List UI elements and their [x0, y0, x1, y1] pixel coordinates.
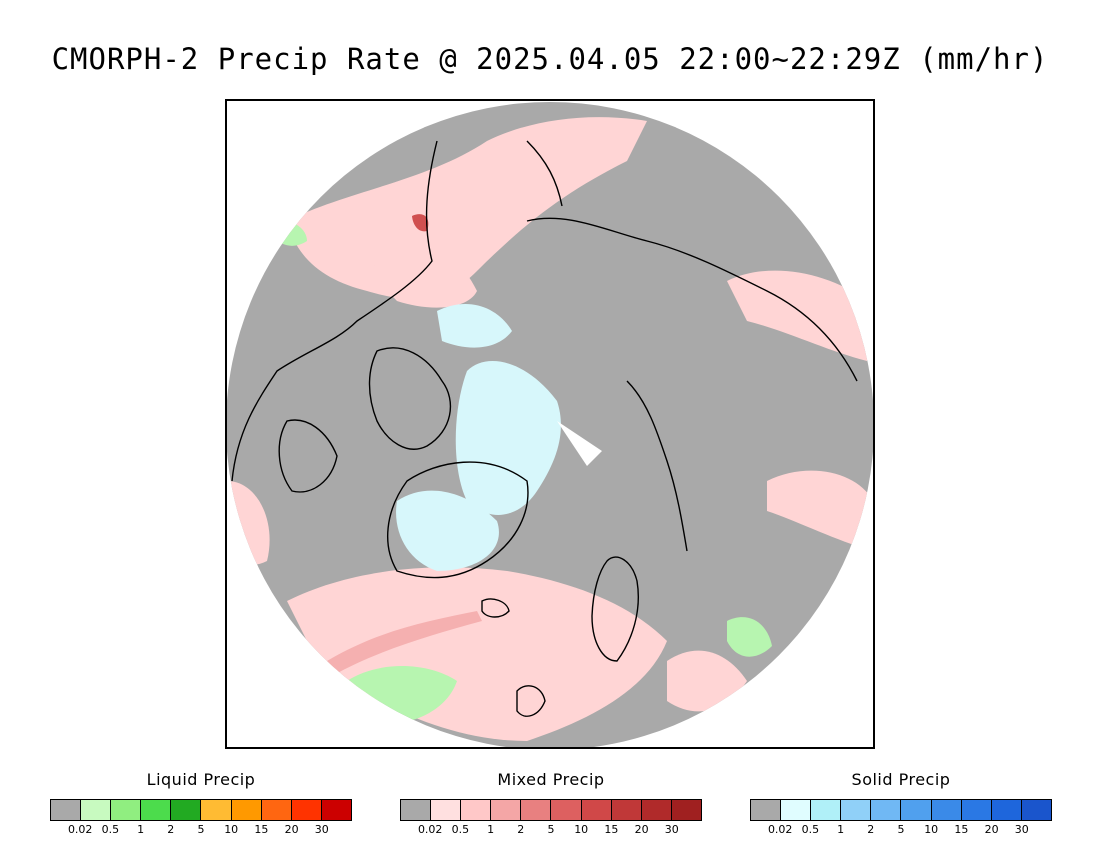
legend-swatches — [50, 799, 352, 821]
mixed-precip-core — [412, 214, 429, 232]
coastline-alaska-chukotka — [526, 140, 563, 207]
coastline-canadian-archipelago — [368, 347, 452, 450]
coastline-russia-north — [626, 380, 688, 552]
legend-title: Mixed Precip — [497, 770, 605, 789]
legend-tick-label: 1 — [137, 823, 145, 836]
legend-tick-label: 0.5 — [101, 823, 120, 836]
solid-precip-patch-canadian-arctic — [437, 303, 512, 348]
legend-swatch — [991, 800, 1022, 820]
legend-title: Solid Precip — [851, 770, 951, 789]
solid-precip-patch-arctic-basin — [455, 361, 561, 515]
legend-solid-precip: Solid Precip 0.02 0.5 1 2 5 10 15 20 30 — [750, 770, 1052, 839]
coastline-north-america — [231, 140, 438, 482]
legend-tick-label: 0.5 — [801, 823, 820, 836]
mixed-precip-patch-siberia-south — [767, 470, 873, 551]
legend-swatches — [400, 799, 702, 821]
solid-precip-areas — [396, 303, 561, 571]
legend-swatch — [291, 800, 322, 820]
legend-swatch — [581, 800, 612, 820]
legend-tick-label: 30 — [664, 823, 679, 836]
legend-tick-label: 20 — [284, 823, 299, 836]
legend-swatch — [931, 800, 962, 820]
coastline-greenland — [387, 461, 529, 579]
legend-tick-label: 1 — [487, 823, 495, 836]
pole-wedge — [557, 421, 602, 466]
legend-ticks: 0.02 0.5 1 2 5 10 15 20 30 — [750, 823, 1052, 839]
mixed-precip-patch-siberia-east — [727, 270, 867, 361]
mixed-precip-band — [327, 611, 482, 676]
legend-tick-label: 20 — [984, 823, 999, 836]
map-disk — [227, 102, 873, 747]
legend-tick-label: 0.02 — [417, 823, 443, 836]
legend-swatch — [261, 800, 292, 820]
coastline-scandinavia — [591, 556, 639, 662]
legend-swatch — [641, 800, 672, 820]
legend-tick-label: 2 — [867, 823, 875, 836]
legend-swatch — [141, 800, 172, 820]
legend-swatch — [781, 800, 812, 820]
legend-swatch — [111, 800, 142, 820]
coastline-hudson-bay — [278, 419, 338, 493]
legend-tick-label: 15 — [954, 823, 969, 836]
mixed-precip-patch-scandinavia — [667, 650, 747, 712]
legend-tick-label: 2 — [167, 823, 175, 836]
legend-swatch — [81, 800, 112, 820]
legend-swatch — [521, 800, 552, 820]
legend-swatch — [491, 800, 522, 820]
legend-swatch — [401, 800, 432, 820]
legend-swatch — [51, 800, 82, 820]
polar-precip-map — [227, 102, 873, 747]
legend-ticks: 0.02 0.5 1 2 5 10 15 20 30 — [400, 823, 702, 839]
legend-swatch — [611, 800, 642, 820]
legend-swatch — [321, 800, 351, 820]
legend-tick-label: 5 — [547, 823, 555, 836]
solid-precip-patch-greenland — [396, 490, 499, 571]
legend-tick-label: 0.5 — [451, 823, 470, 836]
legend-tick-label: 15 — [604, 823, 619, 836]
legend-swatch — [901, 800, 932, 820]
map-frame — [225, 99, 875, 749]
legend-swatch — [201, 800, 232, 820]
page-title: CMORPH-2 Precip Rate @ 2025.04.05 22:00~… — [51, 42, 1049, 76]
legend-tick-label: 5 — [897, 823, 905, 836]
legend-tick-label: 30 — [314, 823, 329, 836]
legend-tick-label: 20 — [634, 823, 649, 836]
legend-liquid-precip: Liquid Precip 0.02 0.5 1 2 5 10 15 20 30 — [50, 770, 352, 839]
legend-tick-label: 0.02 — [67, 823, 93, 836]
legend-swatch — [461, 800, 492, 820]
legend-tick-label: 10 — [924, 823, 939, 836]
legend-title: Liquid Precip — [146, 770, 256, 789]
legend-swatch — [551, 800, 582, 820]
legend-tick-label: 15 — [254, 823, 269, 836]
coastline-british-isles — [516, 685, 546, 717]
legend-tick-label: 30 — [1014, 823, 1029, 836]
legend-tick-label: 1 — [837, 823, 845, 836]
legend-tick-label: 5 — [197, 823, 205, 836]
legend-swatch — [231, 800, 262, 820]
liquid-precip-patch-europe — [727, 617, 772, 657]
legend-tick-label: 0.02 — [767, 823, 793, 836]
legend-swatch — [811, 800, 842, 820]
legend-swatch — [671, 800, 701, 820]
legend-swatch — [1021, 800, 1051, 820]
legend-swatches — [750, 799, 1052, 821]
legend-swatch — [841, 800, 872, 820]
coastlines — [231, 140, 858, 717]
coastline-iceland — [481, 598, 510, 618]
legend-swatch — [961, 800, 992, 820]
legend-tick-label: 10 — [224, 823, 239, 836]
legend-tick-label: 10 — [574, 823, 589, 836]
legend-ticks: 0.02 0.5 1 2 5 10 15 20 30 — [50, 823, 352, 839]
coastline-siberia — [526, 217, 858, 382]
legend-tick-label: 2 — [517, 823, 525, 836]
legend-swatch — [431, 800, 462, 820]
legend-swatch — [871, 800, 902, 820]
legend-mixed-precip: Mixed Precip 0.02 0.5 1 2 5 10 15 20 30 — [400, 770, 702, 839]
legend-swatch — [171, 800, 202, 820]
legend-swatch — [751, 800, 782, 820]
